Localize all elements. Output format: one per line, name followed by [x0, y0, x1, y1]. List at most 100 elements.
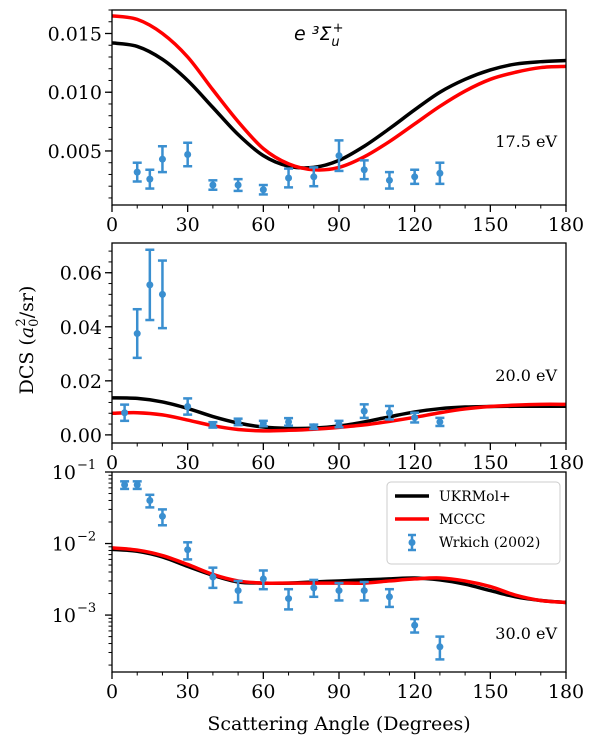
data-marker: [385, 176, 393, 184]
data-marker: [285, 174, 293, 182]
data-point: [435, 161, 445, 186]
data-marker: [411, 414, 419, 422]
data-point: [334, 139, 344, 173]
data-point: [410, 411, 420, 424]
data-point: [258, 569, 268, 591]
energy-label: 17.5 eV: [495, 132, 557, 151]
y-tick-label: 10: [52, 605, 76, 627]
x-tick-label: 120: [397, 681, 433, 703]
data-marker: [335, 587, 343, 595]
x-tick-label: 150: [472, 681, 508, 703]
x-tick-label: 180: [548, 214, 584, 236]
y-tick-label: 10: [52, 462, 76, 484]
x-tick-label: 120: [397, 452, 433, 474]
series-line-ukrmol: [112, 547, 566, 605]
y-tick-label: 0.06: [60, 263, 102, 285]
data-marker: [360, 166, 368, 174]
data-point: [183, 141, 193, 168]
panel-frame: [111, 9, 567, 206]
legend-box: [386, 481, 561, 565]
data-marker: [335, 420, 343, 428]
y-axis-label-sub: 0: [27, 319, 42, 327]
data-point: [410, 617, 420, 634]
data-point: [208, 566, 218, 590]
data-point: [157, 259, 167, 330]
y-axis-label-tail: /sr): [16, 286, 38, 319]
x-tick-label: 0: [106, 681, 118, 703]
data-marker: [411, 173, 419, 181]
data-marker: [436, 418, 444, 426]
y-tick-label: 0.010: [48, 82, 102, 104]
x-tick-label: 60: [251, 452, 275, 474]
x-tick-label: 90: [327, 681, 351, 703]
y-tick-label: 0.00: [60, 425, 102, 447]
legend: UKRMol+ MCCC Wrkich (2002): [386, 481, 561, 565]
data-point: [435, 635, 445, 661]
data-marker: [209, 181, 217, 189]
data-point: [145, 493, 155, 509]
data-marker: [184, 403, 192, 411]
data-point: [183, 397, 193, 416]
data-marker: [385, 409, 393, 417]
data-point: [384, 170, 394, 190]
series-wrkich-2002: [120, 480, 445, 661]
y-tick-label: 0.02: [60, 371, 102, 393]
data-marker: [146, 496, 154, 504]
data-point: [132, 307, 142, 360]
data-marker: [310, 173, 318, 181]
data-marker: [436, 643, 444, 651]
data-point: [284, 587, 294, 611]
data-point: [132, 480, 142, 491]
y-axis-label-sup: 2: [14, 318, 29, 326]
data-marker: [234, 181, 242, 189]
data-point: [309, 166, 319, 188]
data-marker: [133, 481, 141, 489]
data-point: [145, 168, 155, 190]
data-marker: [259, 420, 267, 428]
x-tick-label: 90: [327, 214, 351, 236]
data-point: [284, 416, 294, 427]
data-marker: [146, 281, 154, 289]
data-marker: [158, 512, 166, 520]
panel-frame: [111, 242, 567, 444]
data-point: [208, 179, 218, 191]
data-marker: [184, 150, 192, 158]
y-tick-label: 0.015: [48, 23, 102, 45]
y-tick-label: 0.005: [48, 141, 102, 163]
data-point: [233, 579, 243, 604]
data-marker: [335, 152, 343, 160]
x-tick-label: 90: [327, 452, 351, 474]
data-marker: [121, 409, 129, 417]
energy-label: 30.0 eV: [495, 624, 557, 643]
data-marker: [259, 186, 267, 194]
data-marker: [360, 407, 368, 415]
energy-label: 20.0 eV: [495, 366, 557, 385]
data-point: [258, 419, 268, 428]
data-marker: [234, 587, 242, 595]
legend-ukrmol-label: UKRMol+: [439, 489, 511, 505]
legend-wrkich-swatch: [408, 533, 416, 552]
x-tick-label: 0: [106, 214, 118, 236]
y-tick-label: 0.04: [60, 317, 102, 339]
data-marker: [259, 575, 267, 583]
x-tick-label: 30: [176, 681, 200, 703]
x-tick-label: 60: [251, 681, 275, 703]
x-tick-label: 60: [251, 214, 275, 236]
y-axis-label: DCS (a02/sr): [14, 286, 42, 395]
x-tick-label: 150: [472, 452, 508, 474]
state-title-sub: u: [331, 35, 339, 50]
data-point: [359, 403, 369, 420]
data-point: [145, 248, 155, 322]
data-marker: [158, 290, 166, 298]
plot-area: [112, 14, 566, 196]
panel-frame: [111, 471, 567, 673]
data-point: [359, 159, 369, 181]
data-point: [258, 183, 268, 196]
data-point: [309, 578, 319, 599]
data-marker: [360, 587, 368, 595]
data-point: [120, 480, 130, 491]
data-point: [384, 587, 394, 609]
data-point: [359, 580, 369, 602]
y-axis-label-prefix: DCS (: [16, 338, 38, 394]
data-point: [309, 423, 319, 431]
